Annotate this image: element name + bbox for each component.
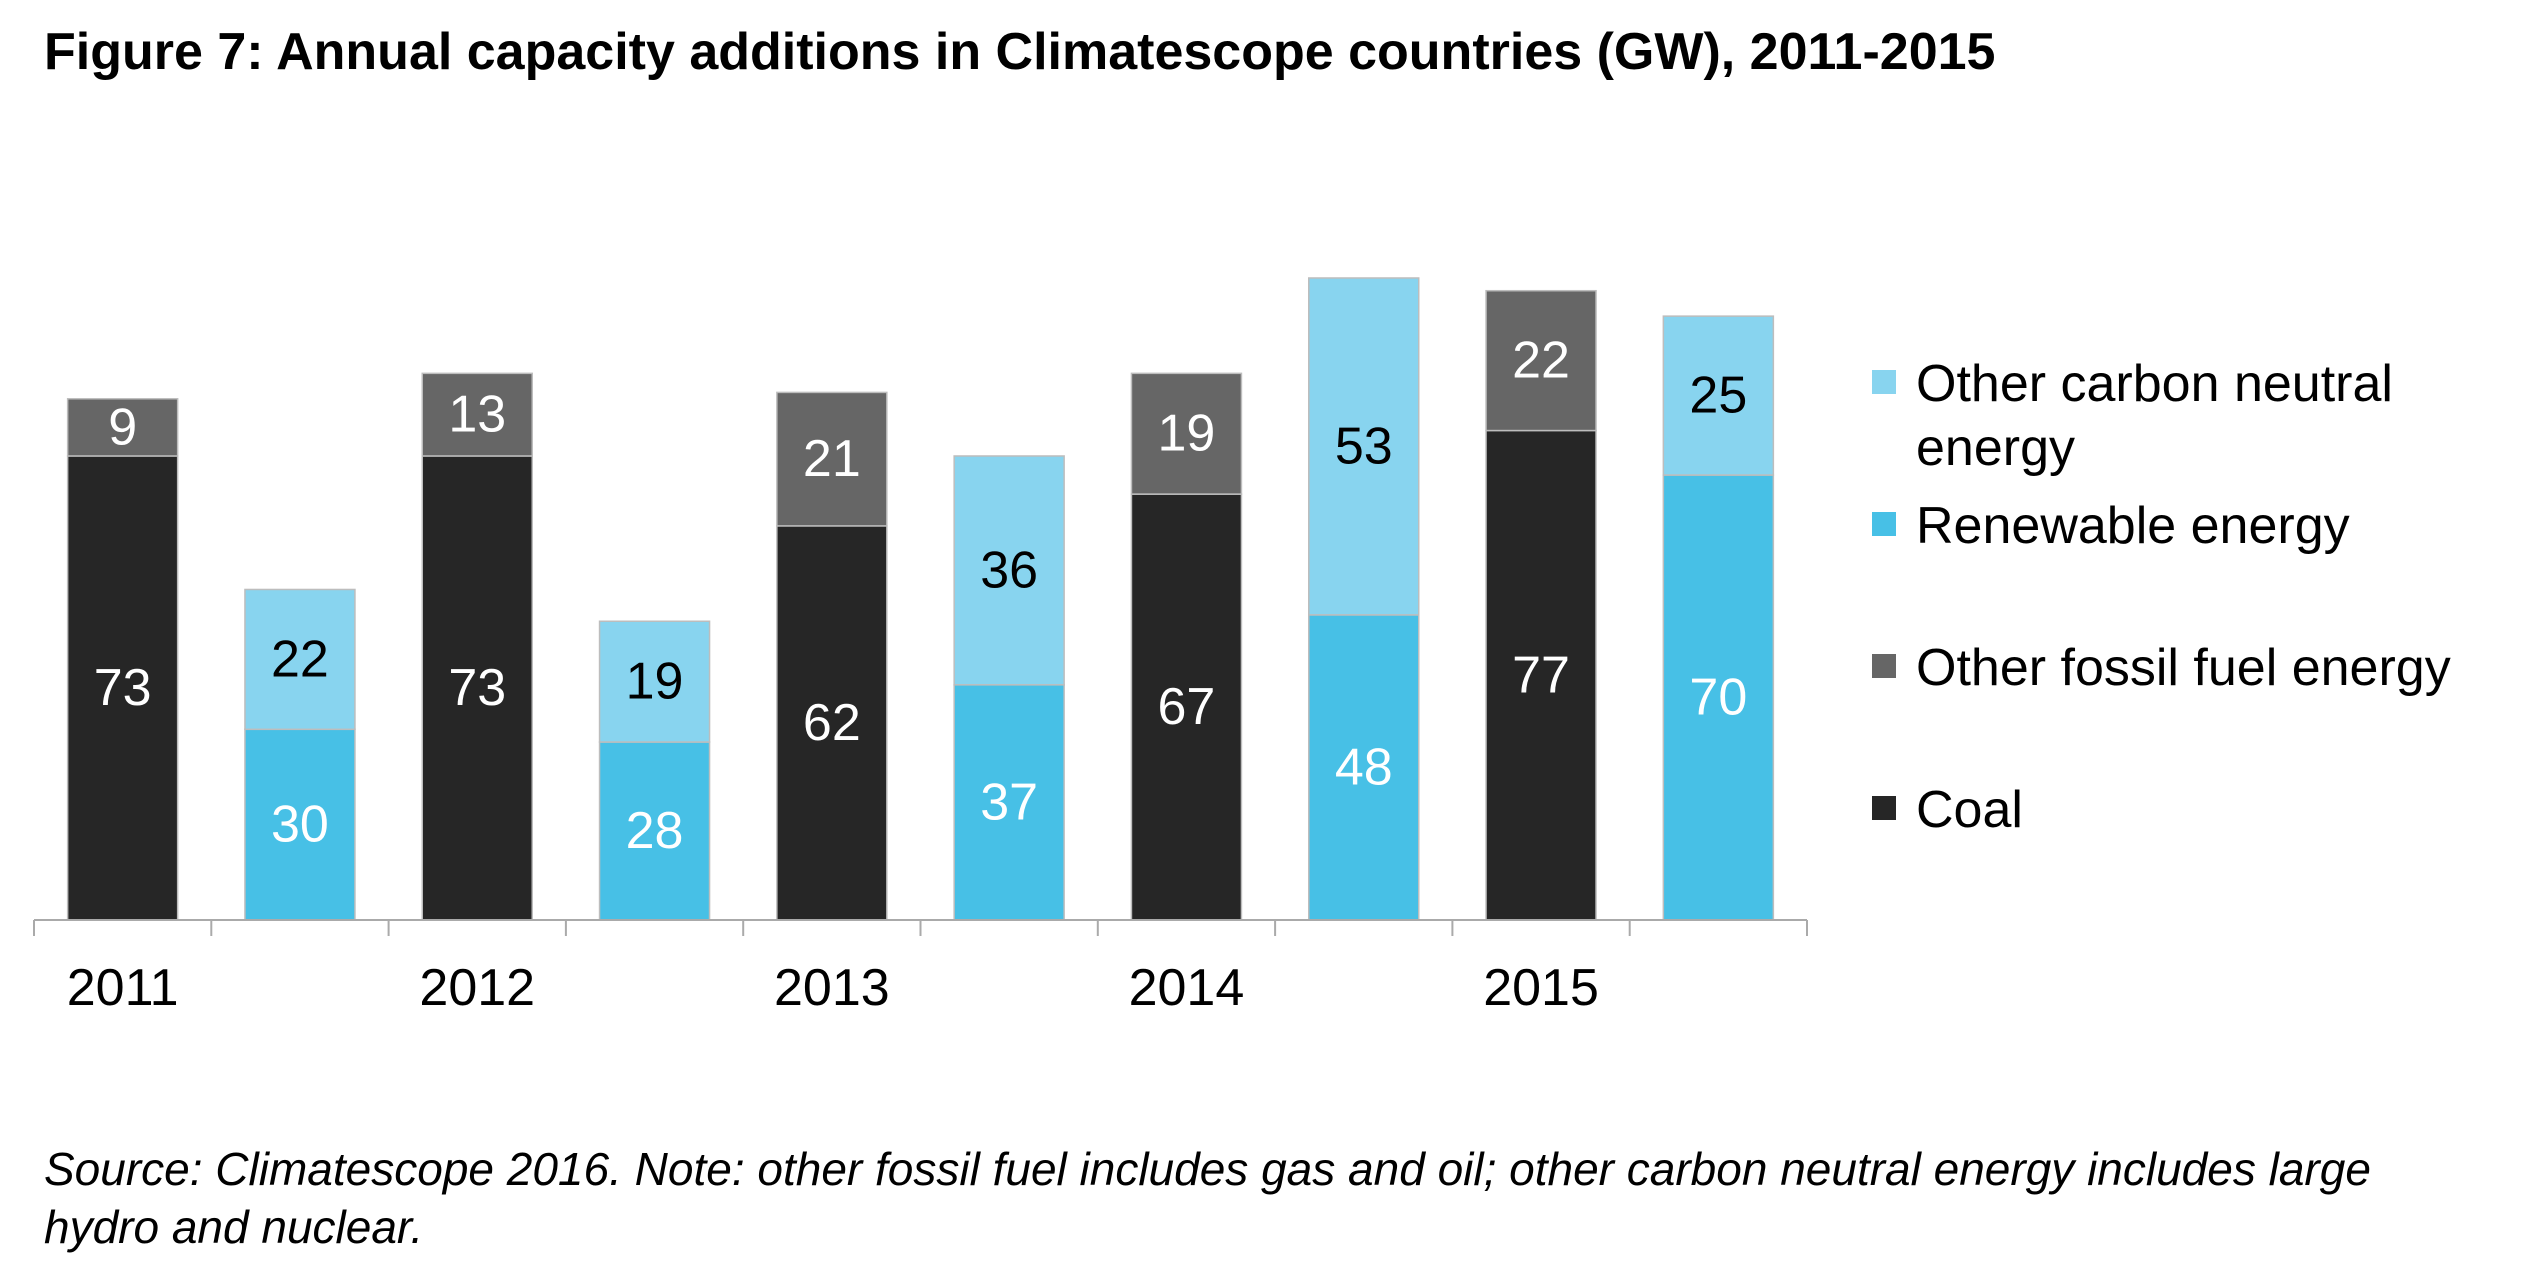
bar-segment-2015-other-fossil [1485,289,1597,432]
data-label-2012-other-carbon-neutral: 19 [626,653,684,711]
data-label-2011-other-carbon-neutral: 22 [271,630,329,688]
legend-item-other-carbon-neutral: Other carbon neutral energy [1872,352,2476,480]
source-note: Source: Climatescope 2016. Note: other f… [44,1143,2371,1253]
bar-segment-2014-other-fossil [1130,372,1243,495]
data-label-2013-renewable: 37 [980,773,1038,831]
data-label-2011-coal: 73 [94,659,152,717]
bar-segment-2011-other-fossil [66,398,179,457]
x-tick-label-2015: 2015 [1483,959,1599,1017]
data-label-2011-other-fossil: 9 [108,398,137,456]
data-label-2015-renewable: 70 [1689,669,1747,727]
data-label-2012-renewable: 28 [626,802,684,860]
bar-segment-2013-renewable [953,684,1065,921]
x-tick-label-2013: 2013 [774,959,890,1017]
data-label-2013-other-carbon-neutral: 36 [980,541,1038,599]
data-label-2014-coal: 67 [1158,678,1216,736]
legend-label-other-fossil: Other fossil fuel energy [1916,639,2451,697]
bar-segment-2011-coal [66,455,179,921]
data-label-2015-other-carbon-neutral: 25 [1689,367,1747,425]
data-label-2015-coal: 77 [1512,646,1570,704]
bar-segment-2011-other-carbon-neutral [244,588,356,731]
legend-label-coal: Coal [1916,781,2023,839]
data-label-2012-coal: 73 [448,659,506,717]
bar-segment-2013-other-fossil [776,391,888,527]
legend-swatch-coal [1872,796,1896,820]
chart-title: Figure 7: Annual capacity additions in C… [44,23,1996,81]
bar-segment-2015-renewable [1662,474,1775,921]
x-tick-label-2012: 2012 [419,959,535,1017]
bar-segment-2013-other-carbon-neutral [953,455,1065,686]
bar-segment-2014-other-carbon-neutral [1308,277,1420,616]
bar-segment-2012-coal [421,455,533,921]
data-label-2015-other-fossil: 22 [1512,332,1570,390]
legend-swatch-renewable [1872,512,1896,536]
legend-label-renewable: Renewable energy [1916,497,2350,555]
legend-swatch-other-carbon-neutral [1872,370,1896,394]
bar-segment-2012-other-carbon-neutral [598,620,711,743]
legend-swatch-other-fossil [1872,654,1896,678]
bar-segment-2013-coal [776,525,888,921]
data-label-2011-renewable: 30 [271,796,329,854]
legend-label-other-carbon-neutral: Other carbon neutral energy [1916,355,2393,477]
x-tick-label-2014: 2014 [1129,959,1245,1017]
legend-item-other-fossil: Other fossil fuel energy [1872,636,2476,700]
x-tick-label-2011: 2011 [67,959,179,1017]
legend-item-renewable: Renewable energy [1872,494,2476,558]
data-label-2013-coal: 62 [803,694,861,752]
data-label-2013-other-fossil: 21 [803,430,861,488]
data-label-2014-other-fossil: 19 [1158,405,1216,463]
data-label-2014-renewable: 48 [1335,738,1393,796]
data-label-2014-other-carbon-neutral: 53 [1335,417,1393,475]
bar-segment-2015-other-carbon-neutral [1662,315,1775,476]
data-label-2012-other-fossil: 13 [448,386,506,444]
bar-segment-2012-renewable [598,741,711,921]
bar-segment-2015-coal [1485,429,1597,921]
legend-item-coal: Coal [1872,778,2476,842]
bar-segment-2012-other-fossil [421,372,533,457]
